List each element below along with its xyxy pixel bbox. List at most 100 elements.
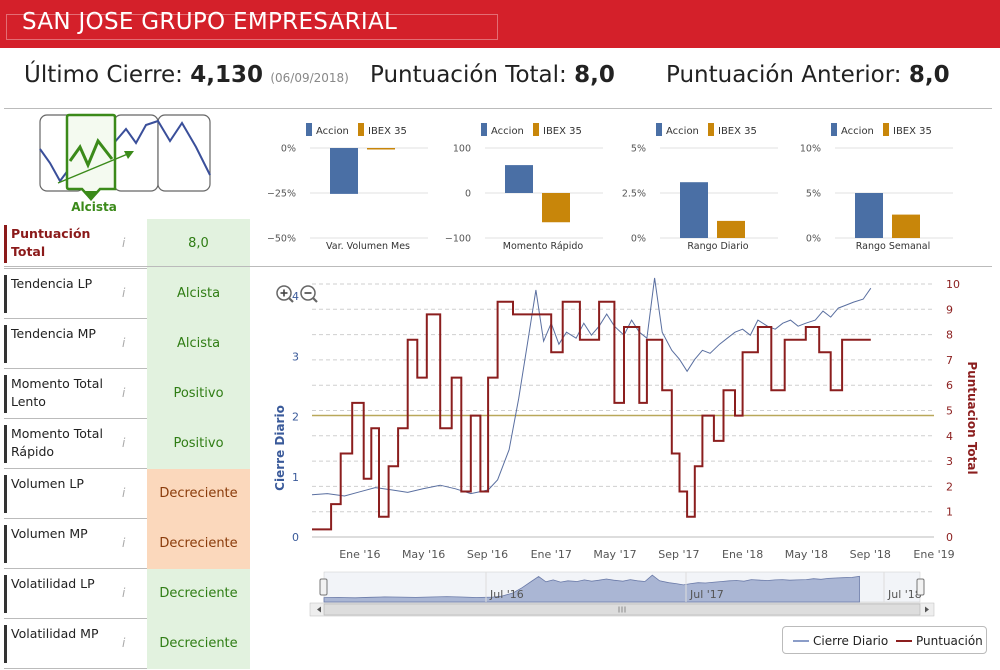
- legend-swatch-cierre: [793, 640, 809, 642]
- bar-ibex[interactable]: [717, 220, 745, 238]
- y-tick-label: 1: [292, 471, 299, 484]
- previous-score-value: 8,0: [908, 62, 950, 88]
- total-score-value: 8,0: [574, 62, 615, 88]
- indicator-row-tendencia-mp: Tendencia MP i Alcista: [4, 319, 250, 369]
- y2-axis-title: Puntuacion Total: [965, 361, 979, 474]
- bar-ibex[interactable]: [892, 214, 920, 238]
- bar-ibex[interactable]: [367, 148, 395, 150]
- info-icon[interactable]: i: [122, 636, 126, 650]
- main-chart: 0 1 2 3 4 0 1 2 3 4 5 6 7 8 9 10 Ene '16 May '16 Sep '16…: [273, 277, 979, 617]
- navigator[interactable]: Jul '16 Jul '17 Jul '18: [319, 571, 925, 603]
- legend-label-accion[interactable]: Accion: [316, 126, 349, 137]
- summary-bar: Último Cierre: 4,130 (06/09/2018) Puntua…: [0, 52, 1000, 108]
- y-tick-label: 10%: [800, 144, 821, 155]
- indicator-value: Positivo: [147, 369, 250, 419]
- info-icon[interactable]: i: [122, 336, 126, 350]
- legend-label-ibex[interactable]: IBEX 35: [543, 126, 582, 137]
- y-tick-label: 0%: [631, 234, 646, 245]
- indicator-label: Momento Total Lento: [4, 375, 116, 413]
- zoom-in-icon[interactable]: [276, 285, 294, 303]
- legend-label-ibex[interactable]: IBEX 35: [893, 126, 932, 137]
- y-tick-label: −100: [445, 234, 471, 245]
- y2-tick-label: 6: [946, 379, 953, 392]
- y-tick-label: −25%: [268, 189, 296, 200]
- legend-label-accion[interactable]: Accion: [491, 126, 524, 137]
- info-icon[interactable]: i: [122, 586, 126, 600]
- legend-swatch-ibex: [358, 123, 364, 136]
- info-icon[interactable]: i: [122, 486, 126, 500]
- y-tick-label: 3: [292, 350, 299, 363]
- bar-ibex[interactable]: [542, 193, 570, 223]
- page-header: SAN JOSE GRUPO EMPRESARIAL: [0, 0, 1000, 48]
- navigator-label: Jul '17: [689, 588, 724, 601]
- legend-label-accion[interactable]: Accion: [666, 126, 699, 137]
- legend-label-ibex[interactable]: IBEX 35: [718, 126, 757, 137]
- indicator-row-volatilidad-mp: Volatilidad MP i Decreciente: [4, 619, 250, 669]
- legend-swatch-ibex: [883, 123, 889, 136]
- info-icon[interactable]: i: [122, 286, 126, 300]
- x-tick-label: Ene '19: [913, 548, 954, 561]
- info-icon[interactable]: i: [122, 386, 126, 400]
- legend-swatch-accion: [656, 123, 662, 136]
- indicator-row-volumen-mp: Volumen MP i Decreciente: [4, 519, 250, 569]
- x-tick-label: Ene '16: [339, 548, 380, 561]
- y-tick-label: 0%: [806, 234, 821, 245]
- navigator-label: Jul '18: [887, 588, 922, 601]
- last-close-label: Último Cierre:: [24, 62, 183, 88]
- mini-chart-title: Rango Semanal: [856, 241, 931, 252]
- info-icon[interactable]: i: [122, 236, 126, 250]
- bar-accion[interactable]: [330, 148, 358, 194]
- previous-score: Puntuación Anterior: 8,0: [666, 62, 950, 88]
- navigator-handle-left[interactable]: [319, 578, 328, 596]
- bar-accion[interactable]: [680, 182, 708, 238]
- indicator-label: Puntuación Total: [4, 225, 116, 263]
- mini-chart-rango-semanal: Accion IBEX 35 10% 5% 0% Rango Semanal: [800, 123, 953, 252]
- y-tick-label: 5%: [806, 189, 821, 200]
- y2-tick-label: 7: [946, 354, 953, 367]
- trend-icon: [39, 113, 211, 201]
- last-close: Último Cierre: 4,130 (06/09/2018): [24, 62, 349, 88]
- x-tick-label: Ene '17: [531, 548, 572, 561]
- x-tick-label: Sep '17: [658, 548, 699, 561]
- navigator-label: Jul '16: [489, 588, 524, 601]
- indicator-value: Decreciente: [147, 469, 250, 519]
- previous-score-label: Puntuación Anterior:: [666, 62, 902, 88]
- legend-item-cierre[interactable]: Cierre Diario: [813, 634, 889, 648]
- legend-label-accion[interactable]: Accion: [841, 126, 874, 137]
- scroll-left-icon[interactable]: [317, 606, 321, 613]
- chart-legend: Cierre Diario Puntuación: [782, 626, 987, 654]
- indicator-label: Volumen MP: [4, 525, 116, 563]
- mini-chart-title: Var. Volumen Mes: [326, 241, 410, 252]
- scrollbar[interactable]: [309, 602, 935, 617]
- y-tick-label: 0: [465, 189, 471, 200]
- indicator-value: Decreciente: [147, 519, 250, 569]
- legend-swatch-accion: [306, 123, 312, 136]
- total-score: Puntuación Total: 8,0: [370, 62, 615, 88]
- y2-tick-label: 10: [946, 278, 960, 291]
- info-icon[interactable]: i: [122, 536, 126, 550]
- indicator-value: Alcista: [147, 319, 250, 369]
- navigator-handle-right[interactable]: [916, 578, 925, 596]
- y2-tick-label: 8: [946, 329, 953, 342]
- bar-accion[interactable]: [505, 165, 533, 193]
- x-tick-label: May '16: [402, 548, 445, 561]
- legend-label-ibex[interactable]: IBEX 35: [368, 126, 407, 137]
- indicator-value: Alcista: [147, 269, 250, 319]
- x-tick-label: Sep '18: [850, 548, 891, 561]
- bar-accion[interactable]: [855, 193, 883, 238]
- scroll-right-icon[interactable]: [925, 606, 929, 613]
- info-icon[interactable]: i: [122, 436, 126, 450]
- title-outline: [6, 14, 498, 40]
- trend-label: Alcista: [71, 200, 117, 214]
- navigator-series: [323, 574, 860, 603]
- y-tick-label: −50%: [268, 234, 296, 245]
- y2-tick-label: 0: [946, 531, 953, 544]
- indicator-label: Volatilidad MP: [4, 625, 116, 663]
- indicator-value: 8,0: [147, 219, 250, 269]
- legend-swatch-accion: [481, 123, 487, 136]
- zoom-out-icon[interactable]: [300, 285, 318, 303]
- cierre-diario-line: [311, 277, 872, 497]
- legend-item-puntuacion[interactable]: Puntuación: [916, 634, 983, 648]
- indicator-row-tendencia-lp: Tendencia LP i Alcista: [4, 269, 250, 319]
- y-tick-label: 0%: [281, 144, 296, 155]
